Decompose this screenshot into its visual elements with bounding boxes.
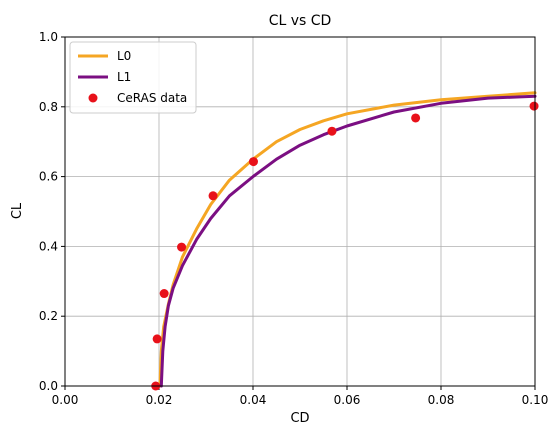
series-line-l0 xyxy=(158,91,537,388)
x-tick-label: 0.08 xyxy=(428,393,455,407)
y-tick-label: 0.8 xyxy=(39,100,58,114)
y-tick-label: 0.4 xyxy=(39,239,58,253)
legend-box xyxy=(69,41,197,114)
data-point-ceras-data xyxy=(411,113,421,123)
data-point-ceras-data xyxy=(177,242,187,252)
chart-title: CL vs CD xyxy=(269,13,332,29)
data-point-ceras-data xyxy=(208,191,218,201)
x-tick-label: 0.04 xyxy=(240,393,267,407)
y-tick-label: 1.0 xyxy=(39,30,58,44)
y-tick-label: 0.6 xyxy=(39,170,58,184)
data-point-ceras-data xyxy=(152,334,162,344)
data-point-ceras-data xyxy=(159,289,169,299)
legend-label-l1: L1 xyxy=(117,70,131,84)
plot-frame xyxy=(64,36,536,387)
data-point-ceras-data xyxy=(529,101,539,111)
data-point-ceras-data xyxy=(248,157,258,167)
x-axis-label: CD xyxy=(290,411,309,426)
legend: L0 L1 CeRAS data xyxy=(69,41,197,114)
series-line-l1 xyxy=(159,94,537,388)
data-point-ceras-data xyxy=(327,126,337,136)
y-tick-label: 0.0 xyxy=(39,379,58,393)
x-tick-label: 0.10 xyxy=(522,393,549,407)
legend-label-ceras-data: CeRAS data xyxy=(117,91,187,105)
y-axis-label: CL xyxy=(10,202,25,219)
y-tick-label: 0.2 xyxy=(39,309,58,323)
x-tick-label: 0.02 xyxy=(146,393,173,407)
legend-swatch-ceras-data xyxy=(88,93,98,103)
legend-label-l0: L0 xyxy=(117,49,131,63)
x-tick-label: 0.06 xyxy=(334,393,361,407)
x-tick-label: 0.00 xyxy=(52,393,79,407)
